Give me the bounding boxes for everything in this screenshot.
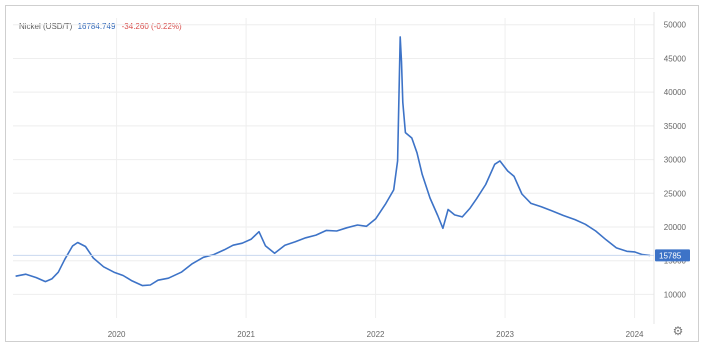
- x-tick-label: 2020: [108, 330, 126, 339]
- y-tick-label: 20000: [664, 223, 687, 232]
- last-price-badge: [655, 249, 690, 262]
- x-tick-label: 2022: [367, 330, 385, 339]
- chart-header: Nickel (USD/T) 16784.749 -34.260 (-0.22%…: [19, 20, 182, 34]
- x-tick-label: 2023: [496, 330, 514, 339]
- chart-frame: [5, 5, 699, 342]
- x-tick-label: 2024: [626, 330, 644, 339]
- series-line: [15, 36, 651, 287]
- change-value: -34.260 (-0.22%): [121, 22, 182, 31]
- y-tick-label: 10000: [664, 290, 687, 299]
- y-tick-label: 35000: [664, 122, 687, 131]
- y-tick-label: 45000: [664, 54, 687, 63]
- price-value: 16784.749: [77, 22, 116, 31]
- x-tick-label: 2021: [237, 330, 255, 339]
- gear-icon[interactable]: ⚙: [672, 324, 684, 338]
- y-tick-label: 25000: [664, 189, 687, 198]
- y-tick-label: 30000: [664, 156, 687, 165]
- y-tick-label: 40000: [664, 88, 687, 97]
- symbol-label: Nickel (USD/T): [19, 22, 73, 31]
- y-tick-label: 50000: [664, 21, 687, 30]
- last-price-label: 15785: [659, 251, 682, 260]
